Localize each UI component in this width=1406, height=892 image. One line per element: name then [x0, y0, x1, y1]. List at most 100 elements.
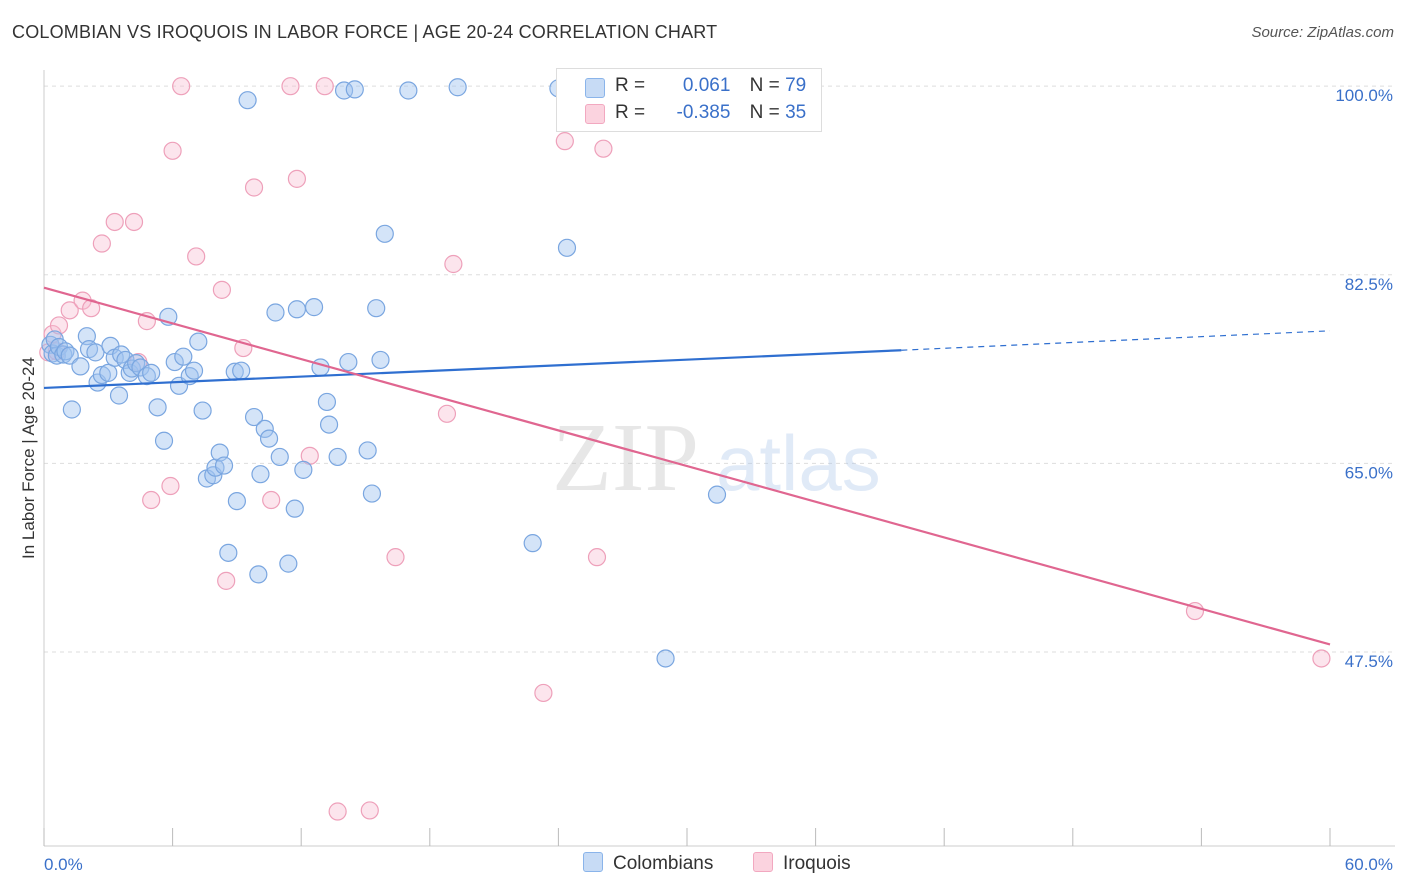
x-tick-label: 0.0%	[44, 855, 83, 874]
colombian-point	[219, 543, 238, 562]
trend-line-colombians	[43, 349, 902, 390]
bottom-legend-swatch-colombians	[583, 852, 603, 872]
colombian-point	[259, 429, 279, 448]
chart-title: COLOMBIAN VS IROQUOIS IN LABOR FORCE | A…	[12, 22, 718, 42]
colombian-point	[174, 347, 193, 366]
bottom-legend-colombians: Colombians	[583, 852, 713, 875]
data-points	[39, 77, 1331, 821]
colombian-point	[232, 361, 251, 380]
iroquois-point	[124, 212, 144, 232]
bottom-legend-label-colombians: Colombians	[613, 853, 714, 874]
colombian-point	[71, 357, 90, 376]
iroquois-point	[172, 77, 191, 96]
colombian-point	[251, 465, 270, 484]
iroquois-point	[555, 132, 574, 151]
legend-r-value-iroquois: -0.385	[676, 102, 731, 123]
iroquois-point	[60, 301, 79, 320]
iroquois-point	[287, 169, 307, 188]
iroquois-point	[386, 548, 405, 567]
colombian-point	[362, 484, 382, 503]
iroquois-point	[360, 801, 379, 820]
iroquois-point	[105, 212, 124, 232]
colombian-point	[238, 91, 257, 110]
axes	[43, 70, 1395, 847]
iroquois-point	[315, 77, 334, 96]
iroquois-point	[49, 316, 69, 335]
colombian-point	[287, 300, 307, 319]
watermark-zip: ZIP	[552, 404, 699, 512]
colombian-point	[214, 456, 234, 475]
colombian-point	[255, 419, 274, 438]
legend-n-label: N =	[749, 102, 780, 123]
iroquois-point	[444, 254, 463, 274]
colombian-point	[345, 80, 364, 99]
iroquois-point	[244, 178, 264, 197]
iroquois-point	[163, 141, 182, 160]
y-tick-label: 65.0%	[1345, 463, 1393, 482]
colombian-point	[184, 361, 204, 380]
y-tick-label: 47.5%	[1345, 652, 1393, 671]
iroquois-point	[594, 139, 613, 158]
colombian-point	[148, 398, 167, 417]
colombian-point	[294, 460, 313, 479]
colombian-point	[317, 392, 337, 412]
colombian-point	[311, 358, 330, 377]
iroquois-point	[534, 683, 553, 703]
colombian-point	[244, 407, 264, 427]
legend-row-colombians: R = 0.061 N = 79	[615, 75, 806, 97]
colombian-point	[266, 303, 285, 322]
iroquois-point	[587, 548, 607, 567]
colombian-point	[339, 352, 358, 372]
legend-n-value-iroquois: 35	[785, 102, 807, 123]
iroquois-point	[187, 247, 206, 266]
colombian-point	[60, 346, 79, 365]
iroquois-point	[1312, 649, 1331, 668]
colombian-point	[62, 400, 81, 419]
legend-r-label: R =	[615, 102, 646, 123]
colombian-point	[358, 441, 377, 460]
iroquois-point	[437, 404, 457, 423]
y-axis-label: In Labor Force | Age 20-24	[19, 357, 38, 559]
legend-r-label: R =	[615, 75, 646, 96]
watermark: ZIP atlas	[552, 404, 881, 512]
colombian-point	[523, 534, 542, 553]
y-tick-label: 100.0%	[1335, 86, 1393, 105]
colombian-point	[142, 363, 161, 382]
legend-r-value-colombians: 0.061	[682, 75, 731, 96]
iroquois-point	[217, 571, 236, 590]
colombian-point	[448, 78, 467, 97]
colombian-point	[193, 401, 212, 420]
iroquois-point	[281, 77, 300, 96]
colombian-point	[557, 238, 577, 257]
iroquois-point	[92, 234, 111, 253]
iroquois-point	[328, 802, 347, 821]
legend-n-label: N =	[749, 75, 780, 96]
bottom-legend-iroquois: Iroquois	[753, 852, 851, 875]
colombian-point	[99, 363, 118, 382]
watermark-atlas: atlas	[716, 419, 881, 507]
colombian-point	[249, 565, 268, 584]
colombian-point	[54, 345, 73, 364]
colombian-point	[227, 492, 246, 511]
trend-lines	[43, 286, 1331, 646]
colombian-point	[656, 649, 675, 668]
colombian-point	[319, 415, 339, 434]
legend-swatch-colombians	[585, 78, 605, 98]
colombian-point	[371, 350, 390, 370]
legend-row-iroquois: R = -0.385 N = 35	[615, 102, 806, 124]
colombian-point	[86, 343, 105, 362]
colombian-point	[279, 554, 298, 573]
colombian-point	[165, 352, 184, 372]
iroquois-point	[212, 280, 231, 299]
colombian-point	[189, 332, 208, 351]
colombian-point	[399, 81, 418, 100]
trend-line-iroquois	[43, 286, 1331, 646]
colombian-point	[109, 386, 129, 405]
tick-labels: 47.5% 65.0% 82.5% 100.0% 0.0% 60.0%	[44, 86, 1393, 874]
colombian-point	[285, 499, 304, 518]
iroquois-point	[262, 490, 281, 510]
bottom-legend-label-iroquois: Iroquois	[783, 853, 851, 874]
bottom-legend-swatch-iroquois	[753, 852, 773, 872]
trend-line-colombians-extension	[901, 330, 1331, 351]
